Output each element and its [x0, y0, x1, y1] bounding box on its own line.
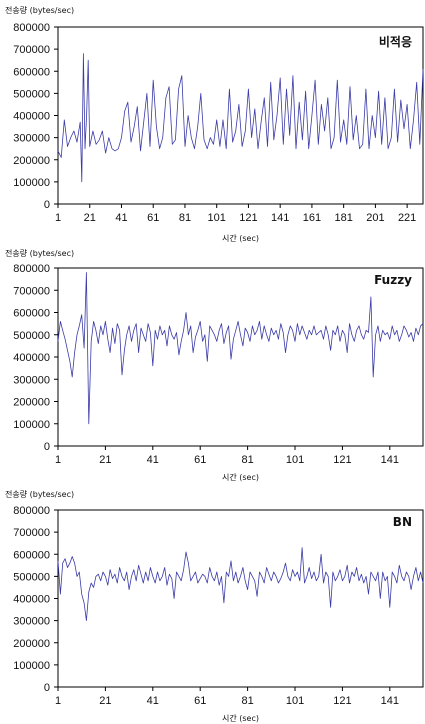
x-tick-label: 221	[398, 212, 416, 224]
y-tick-label: 300000	[13, 133, 50, 145]
y-tick-label: 200000	[13, 155, 50, 167]
x-axis-label: 시간 (sec)	[222, 713, 259, 723]
y-tick-label: 300000	[13, 374, 50, 386]
x-tick-label: 21	[84, 212, 96, 224]
y-tick-label: 400000	[13, 594, 50, 606]
x-tick-label: 61	[194, 454, 206, 466]
chart-title: 비적응	[379, 34, 412, 49]
x-tick-label: 1	[55, 454, 61, 466]
x-tick-label: 121	[239, 212, 257, 224]
y-axis-label: 전송량 (bytes/sec)	[5, 489, 74, 499]
x-tick-label: 41	[115, 212, 127, 224]
y-tick-label: 400000	[13, 352, 50, 364]
y-axis-label: 전송량 (bytes/sec)	[5, 248, 74, 258]
series-line	[57, 53, 424, 183]
y-tick-label: 500000	[13, 330, 50, 342]
plot-frame	[57, 509, 424, 688]
x-tick-label: 61	[194, 695, 206, 707]
x-tick-label: 101	[286, 454, 304, 466]
chart-1: 0 100000 200000 300000 400000 500000 600000 700…	[5, 5, 424, 243]
y-tick-label: 0	[44, 441, 50, 453]
plot-frame	[57, 267, 424, 447]
y-tick-label: 600000	[13, 308, 50, 320]
x-tick-label: 81	[241, 695, 253, 707]
y-tick-label: 500000	[13, 571, 50, 583]
y-tick-label: 200000	[13, 638, 50, 650]
y-tick-label: 400000	[13, 111, 50, 123]
x-tick-label: 101	[286, 695, 304, 707]
x-tick-label: 141	[381, 695, 399, 707]
x-tick-label: 1	[55, 212, 61, 224]
y-tick-label: 800000	[13, 505, 50, 517]
x-tick-label: 101	[208, 212, 226, 224]
x-tick-label: 121	[333, 695, 351, 707]
x-tick-label: 41	[147, 454, 159, 466]
x-tick-label: 1	[55, 695, 61, 707]
chart-title: BN	[393, 515, 412, 529]
y-tick-label: 100000	[13, 177, 50, 189]
y-tick-label: 800000	[13, 22, 50, 34]
series-line	[57, 547, 424, 621]
x-tick-label: 81	[241, 454, 253, 466]
y-tick-label: 100000	[13, 660, 50, 672]
x-tick-label: 201	[366, 212, 384, 224]
x-tick-label: 21	[99, 695, 111, 707]
y-tick-label: 500000	[13, 88, 50, 100]
y-tick-label: 100000	[13, 419, 50, 431]
x-tick-label: 181	[334, 212, 352, 224]
y-tick-label: 700000	[13, 44, 50, 56]
series-line	[57, 272, 424, 425]
plot-frame	[57, 26, 424, 205]
x-tick-label: 141	[381, 454, 399, 466]
chart-3: 0 100000 200000 300000 400000 500000 600000 700…	[5, 489, 424, 723]
x-tick-label: 81	[179, 212, 191, 224]
y-tick-label: 600000	[13, 66, 50, 78]
x-axis-label: 시간 (sec)	[222, 472, 259, 482]
y-tick-label: 0	[44, 682, 50, 694]
y-tick-label: 800000	[13, 263, 50, 275]
x-tick-label: 121	[333, 454, 351, 466]
x-tick-label: 61	[147, 212, 159, 224]
y-tick-label: 0	[44, 199, 50, 211]
x-tick-label: 161	[303, 212, 321, 224]
y-tick-label: 600000	[13, 549, 50, 561]
y-tick-label: 700000	[13, 527, 50, 539]
x-tick-label: 21	[99, 454, 111, 466]
y-tick-label: 300000	[13, 616, 50, 628]
chart-2: 0 100000 200000 300000 400000 500000 600000 700…	[5, 248, 424, 482]
chart-title: Fuzzy	[374, 273, 412, 287]
x-tick-label: 141	[271, 212, 289, 224]
y-axis-label: 전송량 (bytes/sec)	[5, 5, 74, 15]
x-tick-label: 41	[147, 695, 159, 707]
y-tick-label: 700000	[13, 285, 50, 297]
x-axis-label: 시간 (sec)	[222, 233, 259, 243]
y-tick-label: 200000	[13, 397, 50, 409]
